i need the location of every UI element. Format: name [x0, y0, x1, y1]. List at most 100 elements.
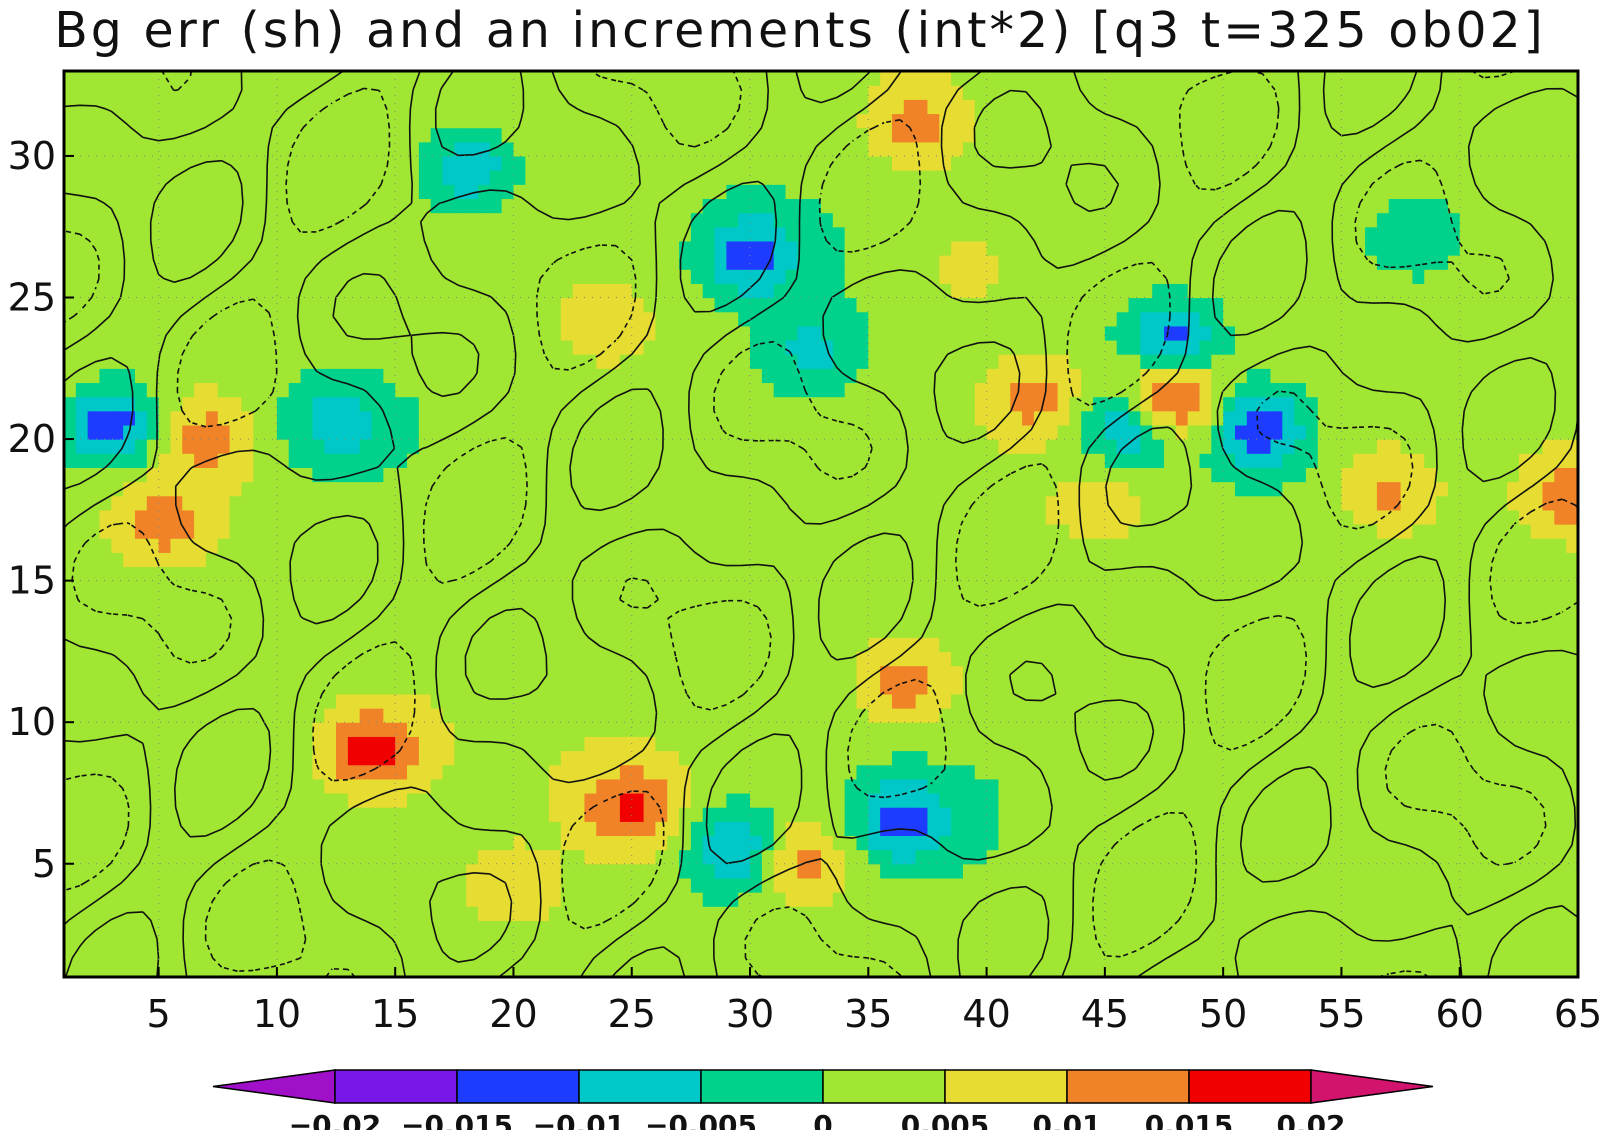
field-cell: [123, 764, 136, 780]
field-cell: [1022, 637, 1035, 653]
field-cell: [1317, 453, 1331, 468]
field-cell: [974, 509, 988, 525]
field-cell: [584, 722, 597, 737]
field-cell: [371, 934, 384, 950]
field-cell: [134, 552, 148, 568]
field-cell: [229, 877, 243, 893]
field-cell: [1376, 453, 1390, 468]
field-cell: [915, 566, 929, 582]
field-cell: [1104, 750, 1118, 766]
field-cell: [288, 453, 302, 468]
field-cell: [99, 849, 112, 865]
field-cell: [1507, 552, 1520, 568]
field-cell: [158, 736, 172, 752]
field-cell: [750, 708, 763, 723]
field-cell: [619, 439, 633, 454]
field-cell: [1223, 849, 1236, 865]
field-cell: [134, 934, 148, 950]
field-cell: [1365, 849, 1378, 865]
field-cell: [891, 934, 905, 950]
field-cell: [229, 566, 243, 582]
field-cell: [927, 849, 940, 865]
field-cell: [276, 453, 290, 468]
field-cell: [241, 481, 254, 497]
field-cell: [1507, 835, 1520, 851]
field-cell: [205, 424, 219, 440]
field-cell: [1140, 679, 1153, 695]
field-cell: [347, 552, 361, 568]
field-cell: [1081, 693, 1094, 709]
field-cell: [1211, 623, 1224, 638]
field-cell: [489, 708, 503, 723]
field-cell: [1010, 467, 1023, 483]
field-cell: [87, 708, 101, 723]
field-cell: [123, 693, 136, 709]
field-cell: [1152, 849, 1165, 865]
field-cell: [1175, 453, 1189, 468]
field-cell: [880, 580, 893, 596]
field-cell: [560, 722, 574, 737]
field-cell: [844, 665, 858, 681]
field-cell: [584, 892, 597, 907]
field-cell: [1057, 637, 1070, 653]
field-cell: [690, 948, 704, 964]
field-cell: [631, 623, 645, 638]
field-cell: [1104, 481, 1118, 497]
field-cell: [785, 962, 798, 977]
field-cell: [643, 722, 657, 737]
field-cell: [253, 693, 266, 709]
field-cell: [1566, 708, 1578, 723]
field-cell: [1175, 962, 1189, 977]
field-cell: [1530, 877, 1544, 893]
field-cell: [1412, 821, 1425, 837]
field-cell: [1554, 481, 1567, 497]
field-cell: [1116, 495, 1130, 511]
field-cell: [679, 934, 692, 950]
field-cell: [1329, 665, 1343, 681]
field-cell: [1234, 863, 1248, 879]
field-cell: [903, 637, 917, 653]
field-cell: [1495, 835, 1508, 851]
field-cell: [454, 877, 467, 893]
field-cell: [111, 637, 124, 653]
field-cell: [537, 495, 550, 511]
field-cell: [856, 736, 869, 752]
field-cell: [229, 623, 243, 638]
field-cell: [1033, 750, 1047, 766]
field-cell: [1234, 524, 1248, 539]
field-cell: [1282, 863, 1295, 879]
field-cell: [1246, 736, 1260, 752]
field-cell: [205, 764, 219, 780]
field-cell: [738, 920, 751, 936]
field-cell: [241, 934, 254, 950]
field-cell: [1388, 807, 1402, 822]
field-cell: [253, 750, 266, 766]
field-cell: [1341, 807, 1354, 822]
field-cell: [809, 453, 822, 468]
field-cell: [359, 722, 373, 737]
field-cell: [1258, 453, 1272, 468]
field-cell: [1093, 948, 1106, 964]
field-cell: [407, 906, 420, 921]
field-cell: [1305, 453, 1319, 468]
field-cell: [466, 495, 479, 511]
field-cell: [324, 778, 337, 794]
field-cell: [761, 623, 775, 638]
field-cell: [371, 637, 384, 653]
field-cell: [87, 439, 101, 454]
field-cell: [1234, 934, 1248, 950]
field-cell: [1542, 566, 1555, 582]
field-cell: [336, 623, 349, 638]
field-cell: [1223, 906, 1236, 921]
field-cell: [383, 877, 396, 893]
field-cell: [75, 637, 89, 653]
field-cell: [797, 934, 810, 950]
field-cell: [383, 552, 396, 568]
field-cell: [1365, 750, 1378, 766]
field-cell: [1400, 481, 1414, 497]
field-cell: [1104, 524, 1118, 539]
field-cell: [312, 962, 325, 977]
field-cell: [998, 948, 1011, 964]
field-cell: [300, 750, 313, 766]
field-cell: [619, 792, 633, 808]
